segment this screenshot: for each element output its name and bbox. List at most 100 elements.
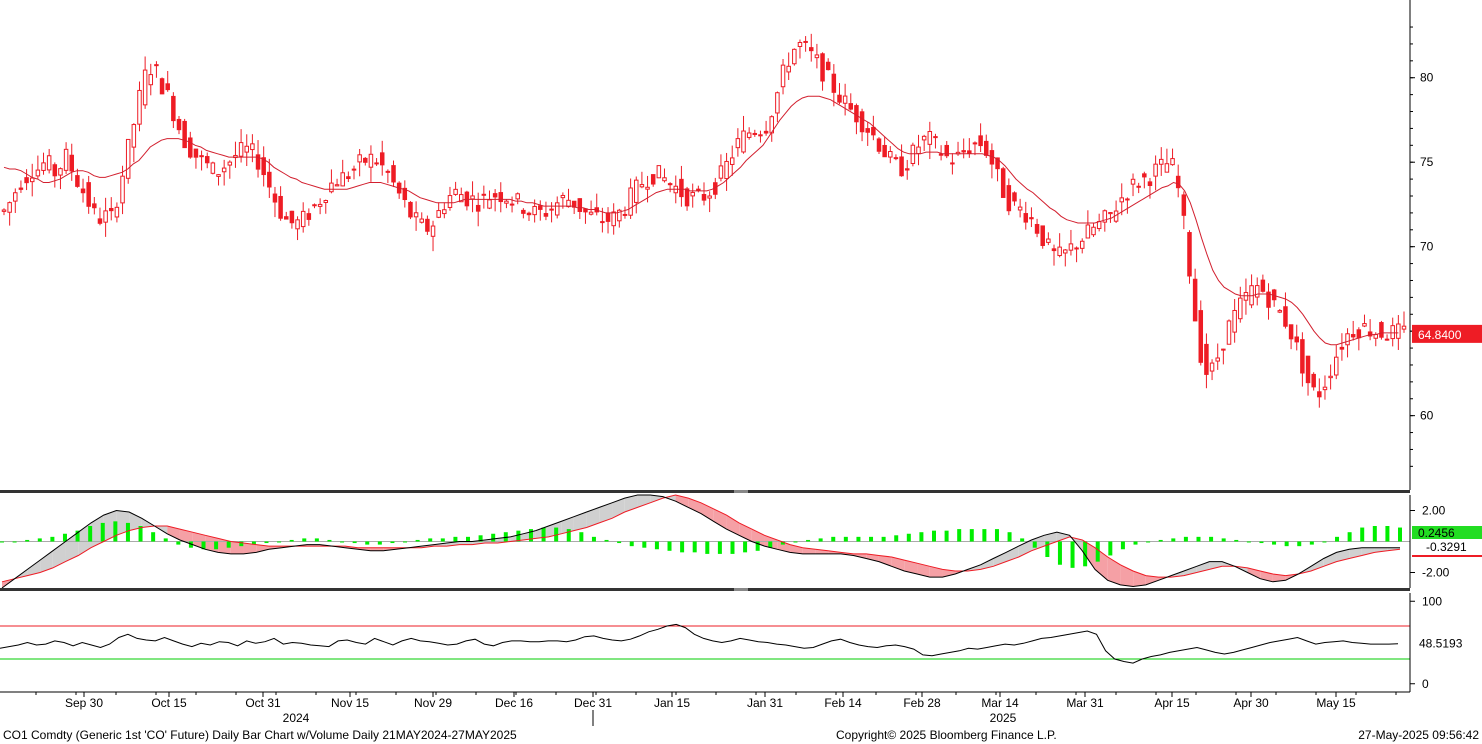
- macd-histogram-bar: [75, 530, 80, 542]
- macd-line: [1, 494, 1400, 589]
- candle-body: [171, 95, 176, 122]
- macd-histogram-bar: [428, 538, 433, 542]
- macd-fill: [1145, 575, 1159, 585]
- candle-body: [182, 120, 187, 149]
- candle-body: [696, 188, 701, 191]
- candle-body: [888, 150, 893, 158]
- candle-body: [775, 92, 780, 114]
- candle-body: [1294, 336, 1299, 343]
- candle-body: [97, 218, 103, 224]
- candle-body: [921, 135, 927, 141]
- macd-fill: [701, 502, 714, 522]
- macd-histogram-bar: [869, 536, 874, 542]
- macd-histogram-bar: [843, 536, 848, 542]
- candle-body: [1164, 163, 1170, 173]
- candle-body: [430, 225, 436, 237]
- macd-histogram-bar: [1045, 541, 1050, 557]
- candle-body: [29, 177, 35, 183]
- candle-body: [1136, 185, 1141, 188]
- macd-histogram-bar: [277, 541, 282, 543]
- candle-body: [1288, 324, 1294, 340]
- macd-histogram-bar: [1297, 541, 1302, 547]
- macd-histogram-bar: [831, 536, 836, 542]
- candle-body: [103, 210, 108, 223]
- candle-body: [944, 144, 949, 157]
- candle-body: [1283, 306, 1288, 327]
- macd-fill: [942, 569, 956, 578]
- candle-body: [690, 191, 695, 197]
- macd-histogram-bar: [818, 538, 823, 542]
- macd-histogram-bar: [1209, 536, 1214, 542]
- candle-body: [120, 175, 125, 204]
- macd-fill: [789, 544, 803, 554]
- candle-body: [509, 203, 515, 206]
- candle-body: [204, 156, 210, 164]
- x-tick-label: Nov 29: [414, 696, 452, 710]
- candle-body: [831, 73, 837, 93]
- macd-fill: [650, 495, 663, 503]
- candle-body: [605, 212, 611, 222]
- candle-body: [1000, 168, 1006, 198]
- candle-body: [41, 162, 46, 171]
- panel-grip: [734, 490, 748, 493]
- candle-body: [1034, 223, 1040, 234]
- candle-body: [442, 209, 447, 215]
- candle-body: [1091, 226, 1096, 236]
- macd-histogram-bar: [1347, 532, 1352, 542]
- macd-fill: [1272, 574, 1286, 582]
- x-tick-label: May 15: [1316, 696, 1356, 710]
- macd-histogram-bar: [730, 541, 735, 554]
- candle-body: [611, 211, 616, 227]
- candle-body: [1192, 278, 1198, 322]
- candle-body: [893, 157, 899, 160]
- macd-fill: [1374, 547, 1388, 553]
- candle-body: [521, 209, 526, 214]
- macd-histogram-bar: [1196, 536, 1201, 542]
- panel-grip: [734, 588, 748, 591]
- candle-body: [904, 168, 910, 171]
- candle-body: [63, 148, 69, 171]
- macd-histogram-bar: [1385, 526, 1390, 542]
- candle-body: [1277, 310, 1283, 313]
- macd-histogram-bar: [314, 538, 319, 542]
- candle-body: [729, 157, 735, 165]
- x-tick-label: Mar 14: [981, 696, 1019, 710]
- candle-body: [1243, 292, 1249, 301]
- footer-title: CO1 Comdty (Generic 1st 'CO' Future) Dai…: [3, 728, 517, 742]
- candle-body: [1068, 243, 1074, 251]
- candle-body: [1254, 285, 1260, 298]
- candle-body: [1130, 178, 1136, 185]
- last-price-box: [1412, 324, 1482, 343]
- candle-body: [176, 118, 182, 131]
- candle-body: [1334, 356, 1339, 376]
- candle-body: [1209, 362, 1215, 372]
- candle-body: [159, 78, 165, 95]
- candle-body: [1096, 221, 1102, 230]
- candle-body: [391, 165, 396, 183]
- candle-body: [1159, 158, 1164, 165]
- macd-histogram-bar: [1246, 541, 1251, 543]
- macd-histogram-bar: [1146, 541, 1151, 543]
- macd-histogram-bar: [138, 526, 143, 542]
- macd-histogram-bar: [25, 539, 30, 542]
- candle-body: [515, 193, 520, 200]
- candle-body: [786, 65, 791, 73]
- candle-body: [622, 213, 628, 216]
- candle-body: [340, 172, 345, 187]
- macd-histogram-bar: [982, 529, 987, 542]
- candle-body: [1147, 181, 1153, 186]
- macd-histogram-bar: [289, 539, 294, 542]
- macd-histogram-bar: [1272, 541, 1277, 545]
- candle-body: [278, 195, 283, 219]
- candle-body: [255, 154, 261, 170]
- price-panel: [1, 33, 1407, 408]
- price-y-tick-label: 75: [1420, 155, 1434, 169]
- candle-body: [854, 105, 859, 123]
- candle-body: [1300, 339, 1305, 374]
- candle-body: [114, 206, 120, 218]
- candle-body: [1379, 322, 1384, 338]
- candle-body: [820, 53, 825, 82]
- macd-histogram-bar: [1070, 541, 1075, 568]
- candle-body: [408, 201, 413, 218]
- candle-body: [1401, 325, 1407, 330]
